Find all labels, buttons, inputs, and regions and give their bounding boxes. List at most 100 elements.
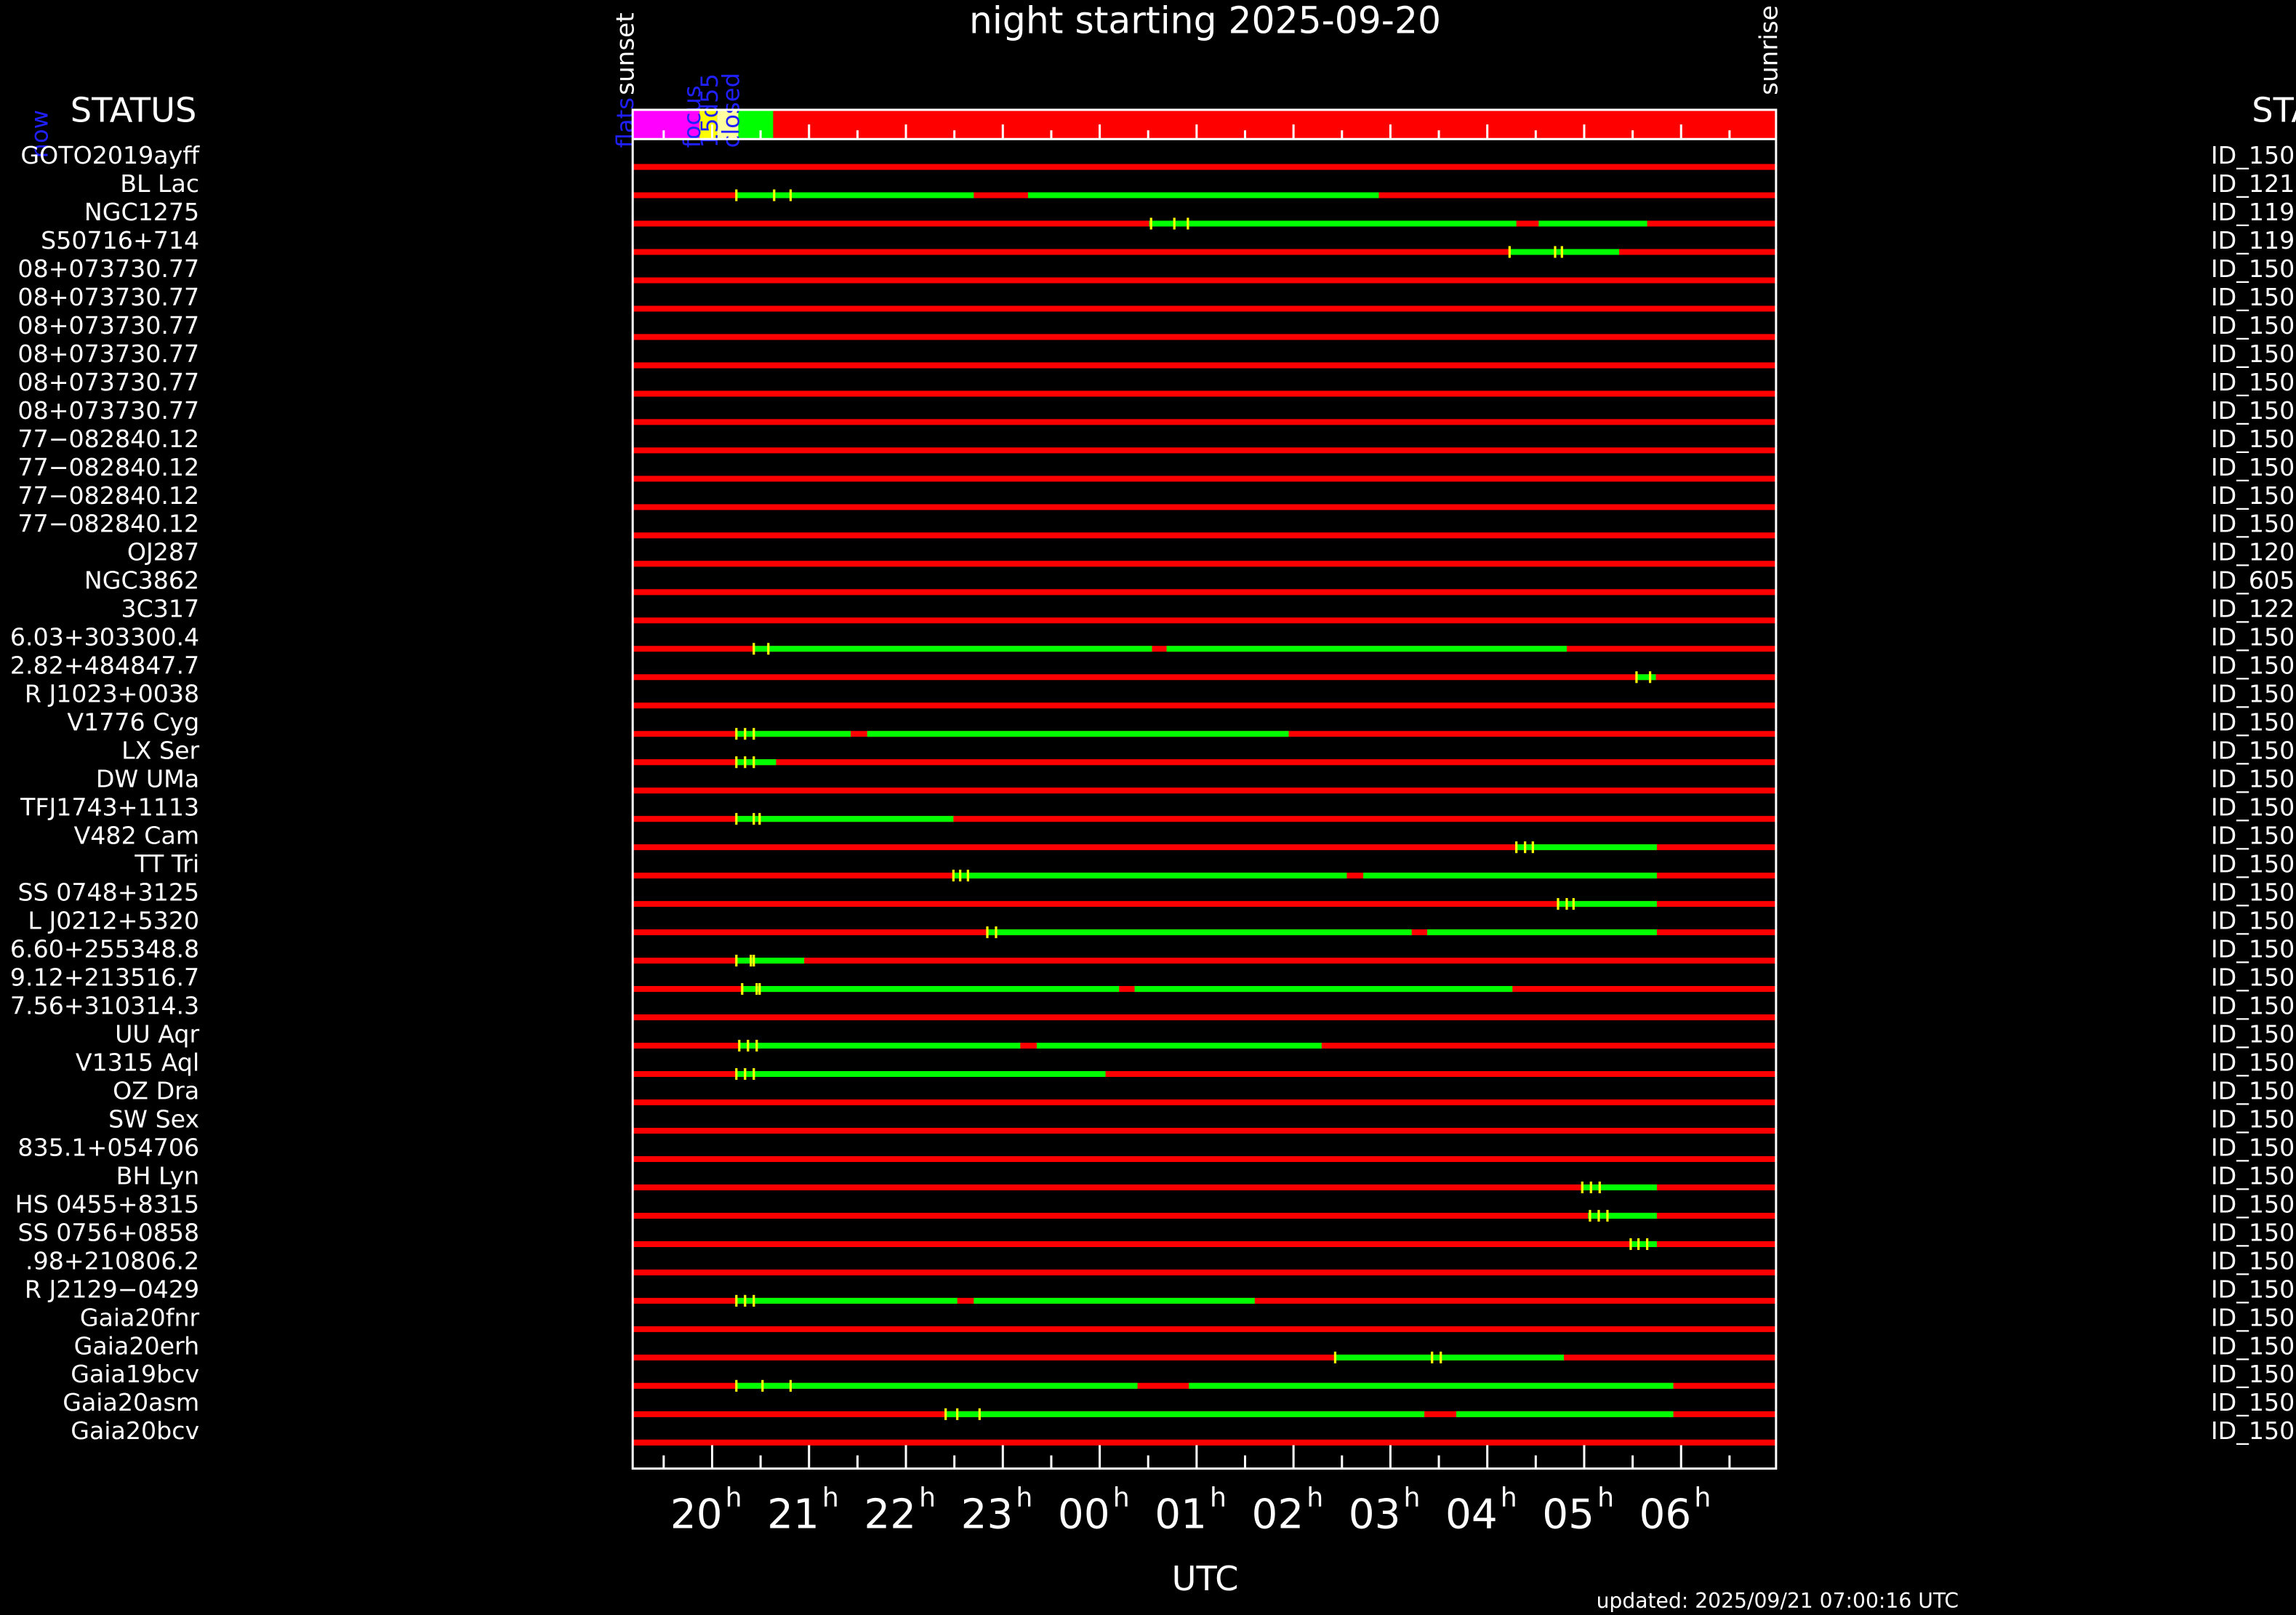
- target-id: ID_119: [2211, 198, 2295, 226]
- target-name: 7.56+310314.3: [10, 991, 199, 1019]
- target-id: ID_121: [2211, 169, 2295, 198]
- target-name: 08+073730.77: [17, 311, 199, 340]
- target-name: Gaia20bcv: [71, 1416, 199, 1445]
- target-id: ID_150: [2211, 737, 2295, 765]
- event-label: focus: [678, 85, 706, 148]
- target-id: ID_150: [2211, 141, 2295, 169]
- target-name: V482 Cam: [74, 822, 200, 850]
- x-tick-label: 06: [1639, 1491, 1692, 1539]
- footnote: updated: 2025/09/21 07:00:16 UTC: [1597, 1589, 1959, 1613]
- target-id: ID_150: [2211, 850, 2295, 878]
- event-bar: [738, 110, 774, 140]
- target-name: 2.82+484847.7: [10, 652, 199, 680]
- x-tick-unit: h: [1210, 1482, 1227, 1513]
- x-tick-label: 04: [1445, 1491, 1498, 1539]
- target-name: TFJ1743+1113: [20, 793, 199, 822]
- target-name: BL Lac: [120, 169, 199, 198]
- target-name: NGC1275: [84, 198, 199, 226]
- target-name: 77−082840.12: [17, 453, 199, 481]
- target-id: ID_150: [2211, 878, 2295, 907]
- target-name: HS 0455+8315: [15, 1190, 200, 1218]
- x-tick-label: 01: [1155, 1491, 1207, 1539]
- target-id: ID_150: [2211, 1190, 2295, 1218]
- target-name: 835.1+054706: [17, 1133, 199, 1161]
- annotation: sunset: [611, 12, 641, 95]
- x-tick-label: 00: [1058, 1491, 1110, 1539]
- annotation: sunrise: [1754, 5, 1783, 95]
- target-id: ID_150: [2211, 255, 2295, 283]
- target-name: 08+073730.77: [17, 255, 199, 283]
- target-id: ID_150: [2211, 1416, 2295, 1445]
- target-name: L J0212+5320: [28, 907, 199, 935]
- x-tick-unit: h: [1113, 1482, 1130, 1513]
- target-id: ID_150: [2211, 1303, 2295, 1331]
- target-name: NGC3862: [84, 566, 199, 595]
- target-id: ID_150: [2211, 793, 2295, 822]
- target-name: GOTO2019ayff: [20, 141, 200, 169]
- x-tick-unit: h: [919, 1482, 936, 1513]
- target-id: ID_150: [2211, 396, 2295, 425]
- target-id: ID_150: [2211, 1218, 2295, 1246]
- target-name: V1315 Aql: [76, 1048, 199, 1076]
- x-tick-unit: h: [822, 1482, 839, 1513]
- target-id: ID_150: [2211, 510, 2295, 538]
- target-name: OZ Dra: [113, 1076, 199, 1105]
- target-name: UU Aqr: [115, 1019, 199, 1048]
- target-id: ID_150: [2211, 934, 2295, 963]
- status-header: STATUS: [71, 91, 197, 130]
- target-name: BH Lyn: [116, 1161, 200, 1190]
- x-tick-label: 20: [670, 1491, 723, 1539]
- target-id: ID_150: [2211, 680, 2295, 708]
- target-id: ID_150: [2211, 1048, 2295, 1076]
- target-id: ID_122: [2211, 595, 2295, 623]
- x-tick-unit: h: [1501, 1482, 1517, 1513]
- target-name: 77−082840.12: [17, 481, 199, 510]
- target-name: 08+073730.77: [17, 340, 199, 368]
- plot-frame: [631, 108, 1778, 1470]
- now-label: now: [26, 110, 54, 158]
- event-bar: [717, 110, 739, 140]
- target-name: 77−082840.12: [17, 425, 199, 453]
- target-id: ID_150: [2211, 623, 2295, 652]
- target-id: ID_150: [2211, 1076, 2295, 1105]
- target-name: 6.03+303300.4: [10, 623, 199, 652]
- target-id: ID_150: [2211, 1133, 2295, 1161]
- target-name: Gaia19bcv: [71, 1360, 199, 1388]
- target-id: ID_150: [2211, 1246, 2295, 1275]
- event-bar: [633, 110, 700, 140]
- target-id: ID_605: [2211, 566, 2295, 595]
- target-name: OJ287: [127, 538, 199, 566]
- target-id: ID_150: [2211, 1388, 2295, 1416]
- target-id: ID_150: [2211, 1331, 2295, 1360]
- x-tick-label: 03: [1349, 1491, 1401, 1539]
- target-name: Gaia20fnr: [80, 1303, 200, 1331]
- target-id: ID_150: [2211, 708, 2295, 737]
- status-header-right: STAT: [2252, 91, 2296, 130]
- x-tick-label: 23: [961, 1491, 1013, 1539]
- target-id: ID_150: [2211, 991, 2295, 1019]
- x-tick-unit: h: [1597, 1482, 1614, 1513]
- target-name: SS 0756+0858: [18, 1218, 200, 1246]
- x-tick-label: 21: [767, 1491, 819, 1539]
- target-id: ID_150: [2211, 425, 2295, 453]
- target-id: ID_150: [2211, 1161, 2295, 1190]
- target-name: 77−082840.12: [17, 510, 199, 538]
- target-name: LX Ser: [121, 737, 199, 765]
- target-id: ID_150: [2211, 963, 2295, 991]
- target-id: ID_150: [2211, 283, 2295, 311]
- target-id: ID_120: [2211, 538, 2295, 566]
- target-id: ID_150: [2211, 1105, 2295, 1133]
- target-name: 08+073730.77: [17, 396, 199, 425]
- x-tick-label: 02: [1251, 1491, 1304, 1539]
- x-axis-label: UTC: [1172, 1559, 1239, 1598]
- target-name: 6.60+255348.8: [10, 934, 199, 963]
- target-id: ID_119: [2211, 226, 2295, 255]
- target-id: ID_150: [2211, 368, 2295, 396]
- target-name: R J1023+0038: [25, 680, 199, 708]
- target-id: ID_150: [2211, 822, 2295, 850]
- target-name: 9.12+213516.7: [10, 963, 199, 991]
- target-name: TT Tri: [134, 850, 199, 878]
